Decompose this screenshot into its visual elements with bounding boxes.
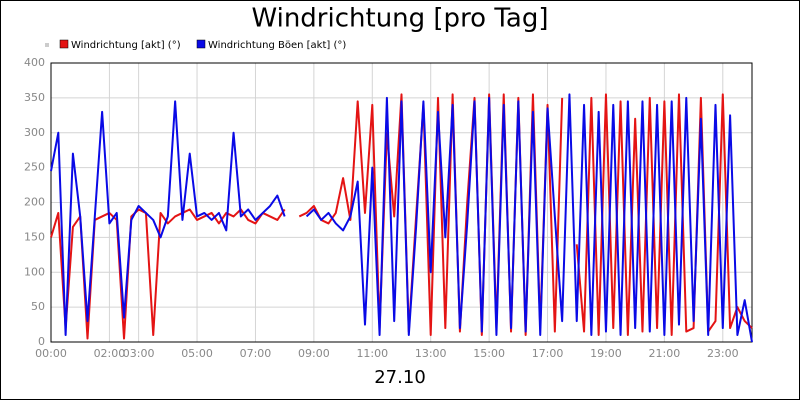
y-tick-label: 0 xyxy=(38,335,45,348)
x-tick-label: 19:00 xyxy=(590,347,622,360)
y-tick-label: 350 xyxy=(24,91,45,104)
y-tick-label: 150 xyxy=(24,230,45,243)
legend-label: Windrichtung [akt] (°) xyxy=(71,40,181,51)
chart-title: Windrichtung [pro Tag] xyxy=(251,4,548,34)
legend-swatch xyxy=(196,39,206,49)
x-tick-label: 15:00 xyxy=(473,347,505,360)
x-tick-label: 17:00 xyxy=(532,347,564,360)
x-tick-label: 13:00 xyxy=(415,347,447,360)
y-tick-label: 200 xyxy=(24,196,45,209)
x-tick-label: 11:00 xyxy=(356,347,388,360)
legend-label: Windrichtung Böen [akt] (°) xyxy=(208,40,346,51)
series-line xyxy=(575,93,753,337)
y-tick-label: 300 xyxy=(24,126,45,139)
legend-dot xyxy=(45,43,49,47)
y-tick-label: 50 xyxy=(31,300,45,313)
plot-frame xyxy=(50,62,753,343)
x-tick-label: 23:00 xyxy=(707,347,739,360)
x-axis-label: 27.10 xyxy=(374,367,426,388)
x-tick-label: 03:00 xyxy=(123,347,155,360)
x-tick-label: 09:00 xyxy=(298,347,330,360)
x-tick-label: 00:00 xyxy=(35,347,67,360)
y-tick-label: 100 xyxy=(24,265,45,278)
series-line xyxy=(298,93,564,337)
legend-swatch xyxy=(59,39,69,49)
series-line xyxy=(50,100,286,337)
x-tick-label: 05:00 xyxy=(181,347,213,360)
y-tick-label: 400 xyxy=(24,56,45,69)
series-line xyxy=(305,93,753,343)
y-tick-label: 250 xyxy=(24,161,45,174)
x-tick-label: 21:00 xyxy=(649,347,681,360)
x-tick-label: 07:00 xyxy=(240,347,272,360)
x-tick-label: 02:00 xyxy=(94,347,126,360)
